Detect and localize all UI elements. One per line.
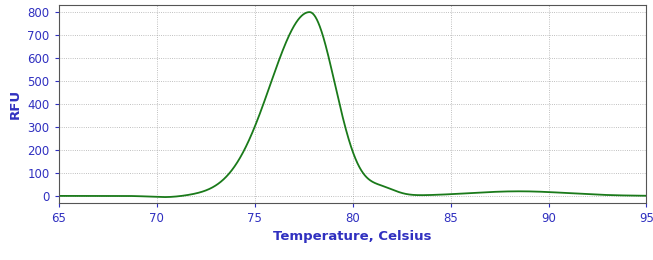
X-axis label: Temperature, Celsius: Temperature, Celsius bbox=[274, 230, 432, 243]
Y-axis label: RFU: RFU bbox=[9, 89, 22, 119]
